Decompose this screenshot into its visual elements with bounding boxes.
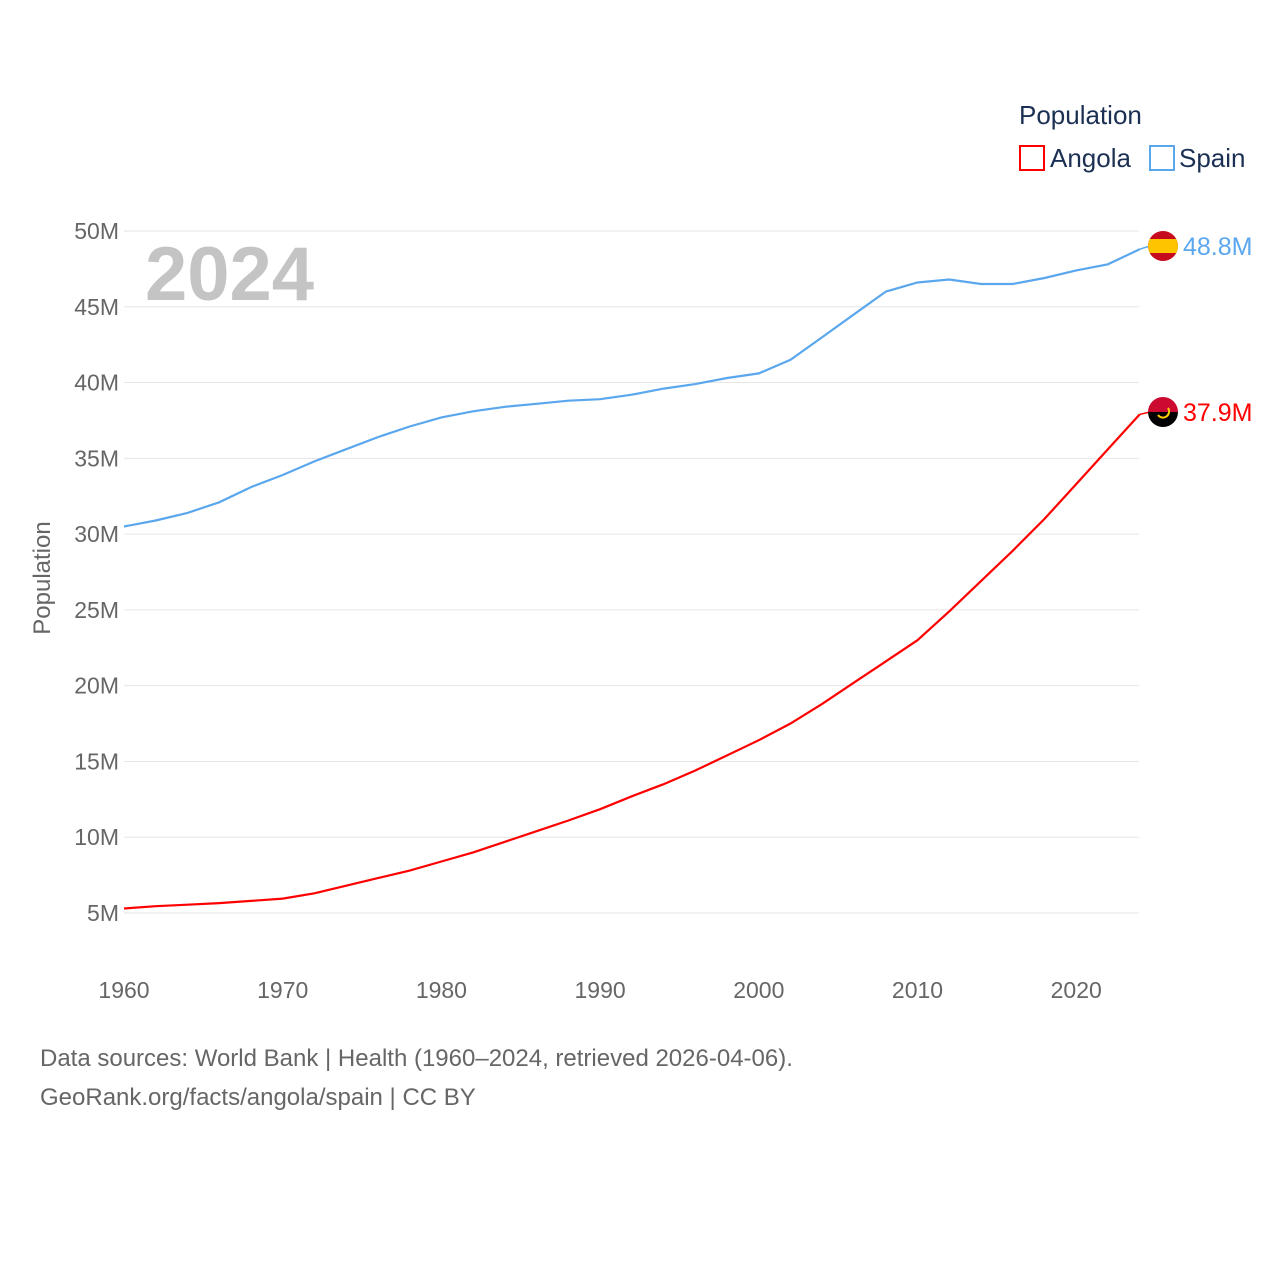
legend-item-spain[interactable]: Spain [1149, 143, 1246, 173]
attribution-link[interactable]: GeoRank.org/facts/angola/spain | CC BY [40, 1084, 476, 1111]
y-axis-label: Population [29, 521, 56, 634]
legend-label-spain: Spain [1179, 143, 1246, 173]
x-tick-label: 1990 [575, 977, 626, 1003]
data-source-text: Data sources: World Bank | Health (1960–… [40, 1045, 793, 1072]
series-line-spain [123, 248, 1141, 528]
y-tick-label: 5M [87, 900, 119, 926]
end-value-spain: 48.8M [1183, 233, 1252, 261]
x-tick-label: 1970 [257, 977, 308, 1003]
y-tick-label: 35M [74, 445, 119, 471]
legend-item-angola[interactable]: Angola [1019, 143, 1131, 173]
y-tick-label: 50M [74, 218, 119, 244]
series-line-angola [123, 413, 1141, 910]
y-tick-label: 45M [74, 294, 119, 320]
x-tick-label: 1960 [98, 977, 149, 1003]
flag-spain-icon [1148, 231, 1178, 261]
year-watermark: 2024 [145, 232, 314, 317]
legend-swatch-angola [1019, 145, 1045, 171]
flag-angola-icon [1148, 397, 1178, 427]
y-tick-label: 25M [74, 597, 119, 623]
x-tick-label: 1980 [416, 977, 467, 1003]
y-tick-label: 20M [74, 673, 119, 699]
x-tick-label: 2000 [733, 977, 784, 1003]
x-tick-label: 2020 [1051, 977, 1102, 1003]
end-value-angola: 37.9M [1183, 399, 1252, 427]
y-tick-label: 10M [74, 824, 119, 850]
y-tick-label: 15M [74, 748, 119, 774]
x-tick-label: 2010 [892, 977, 943, 1003]
legend-label-angola: Angola [1050, 143, 1131, 173]
y-tick-label: 40M [74, 370, 119, 396]
legend-title: Population [1019, 100, 1142, 130]
y-tick-label: 30M [74, 521, 119, 547]
legend-swatch-spain [1149, 145, 1175, 171]
